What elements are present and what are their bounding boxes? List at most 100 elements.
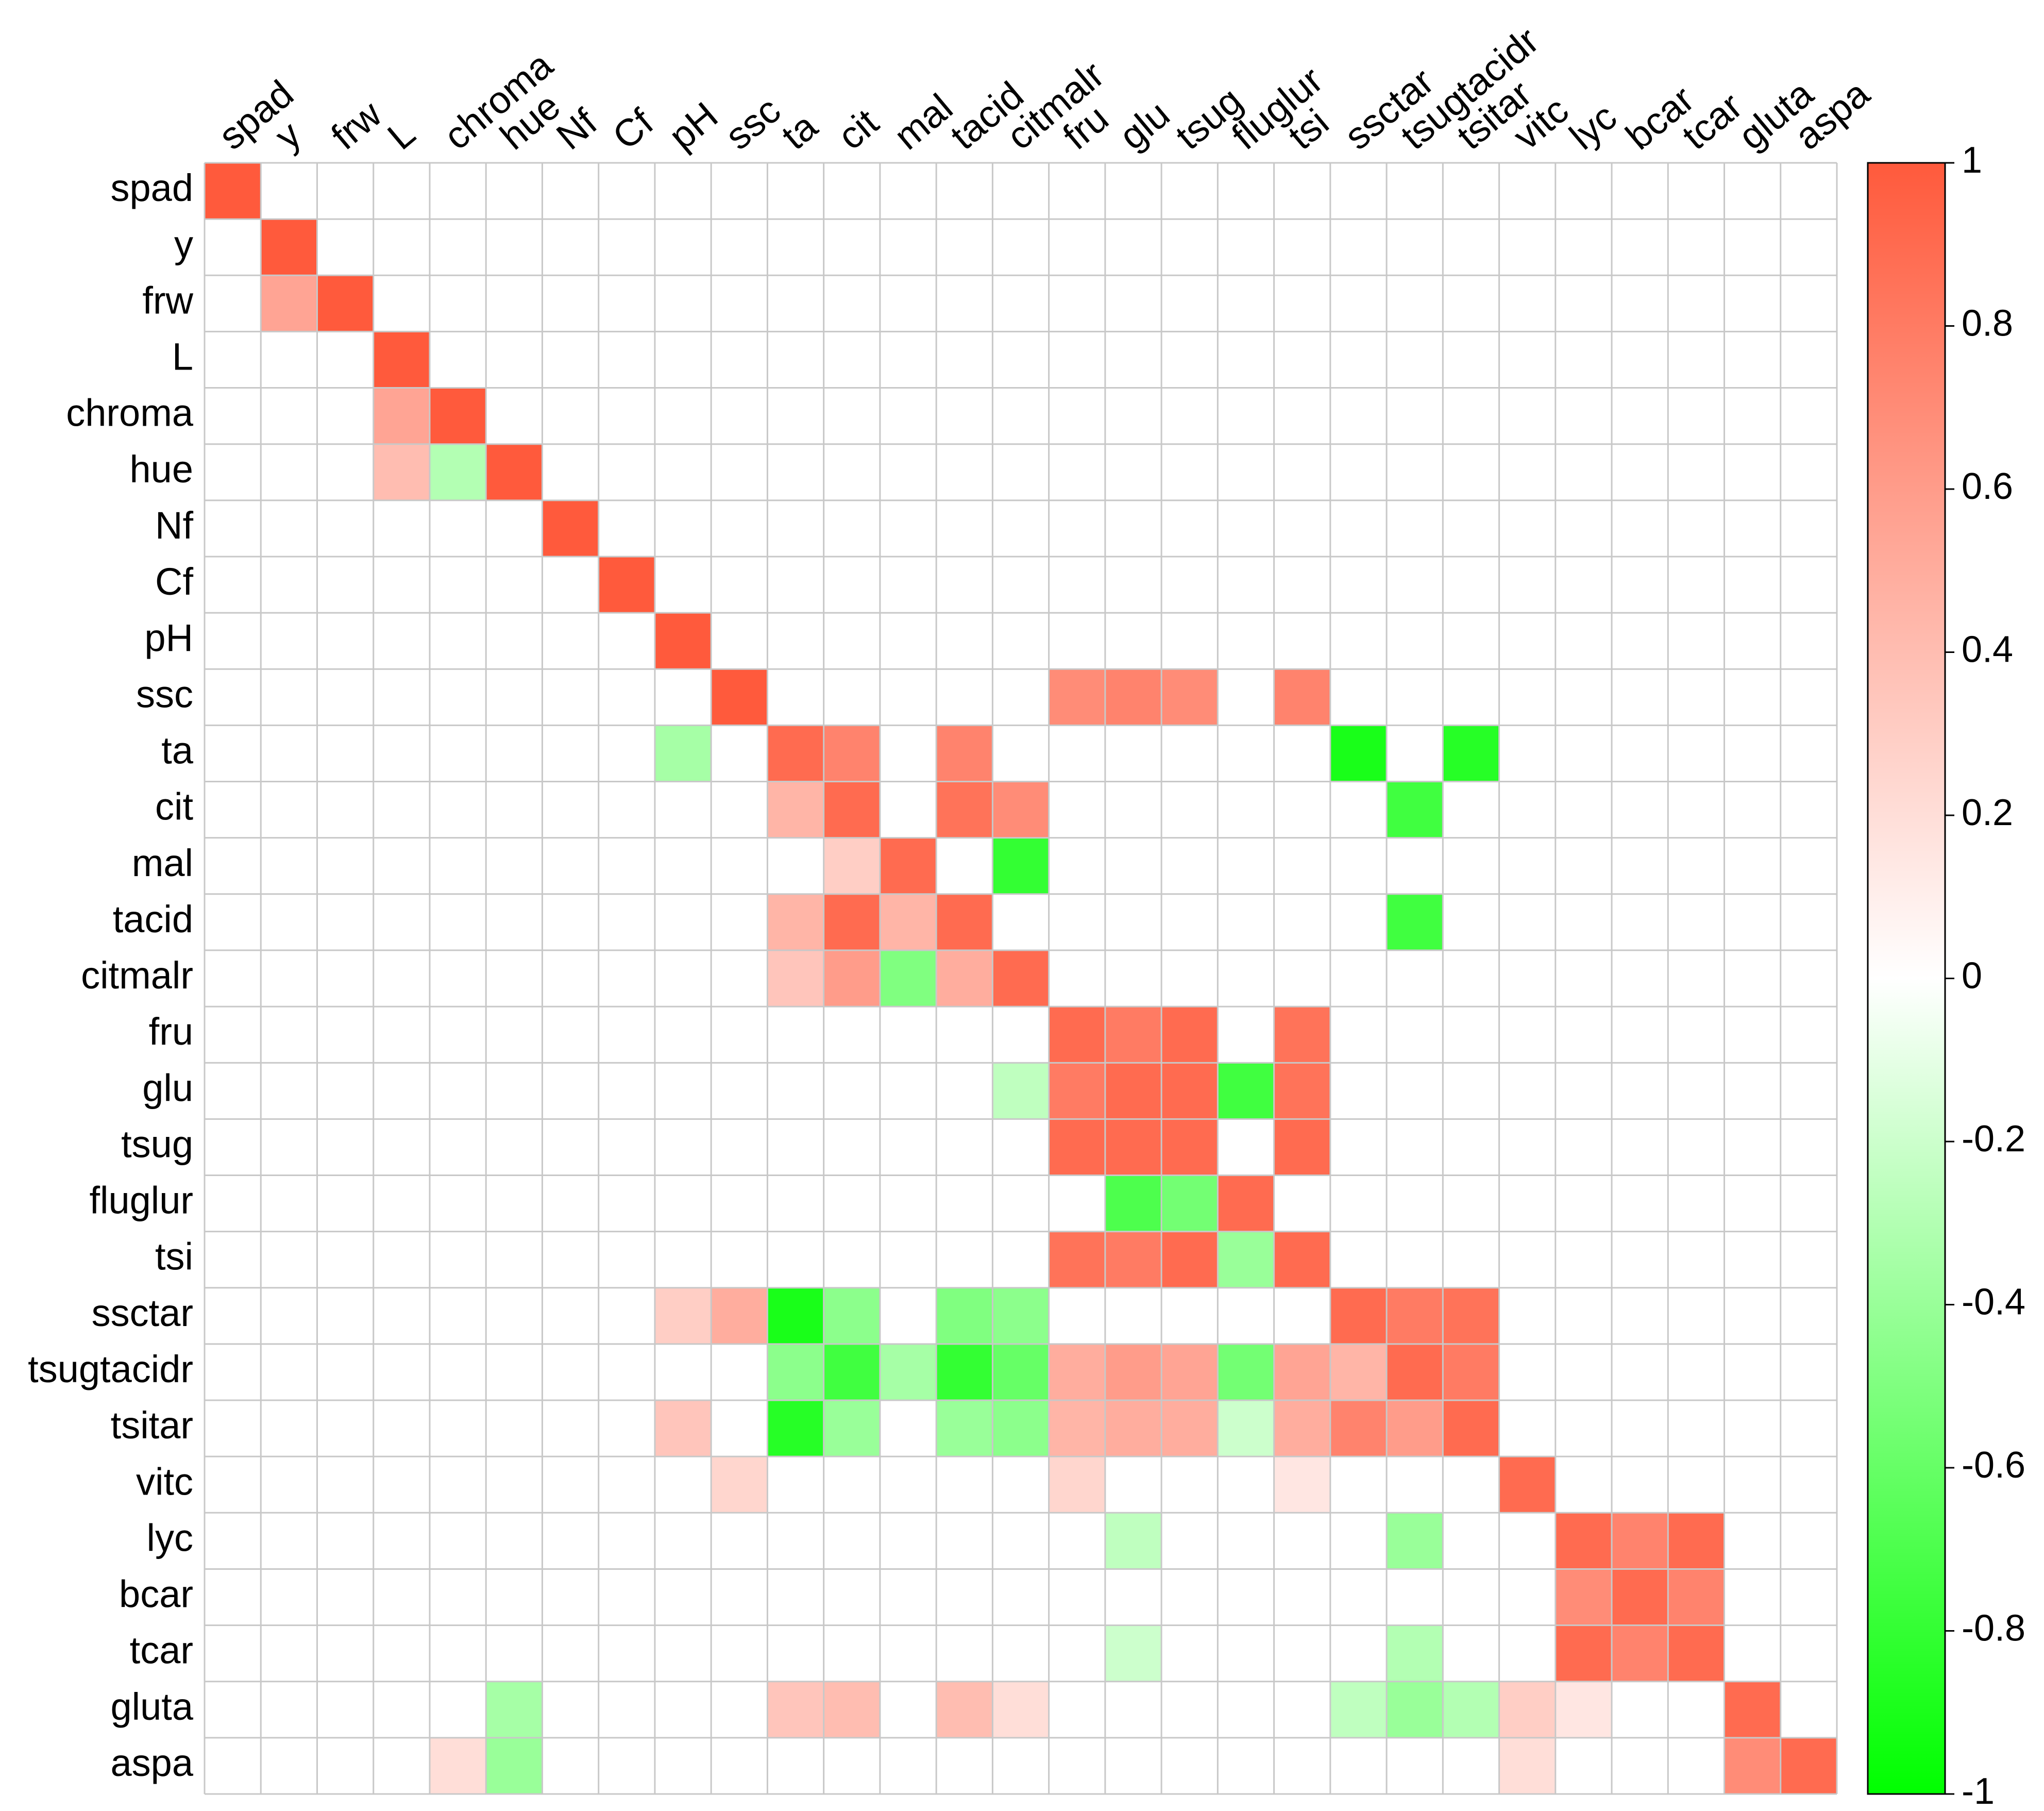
heatmap-cell	[1443, 725, 1499, 782]
colorbar-tick-label: -0.4	[1962, 1282, 2025, 1323]
heatmap-cell	[1555, 1625, 1612, 1682]
heatmap-cell	[992, 781, 1049, 838]
heatmap-cell	[992, 1344, 1049, 1401]
heatmap-cell	[486, 1737, 543, 1794]
heatmap-cell	[1612, 1513, 1668, 1569]
colorbar-tick-label: 0.6	[1962, 466, 2013, 507]
heatmap-cell	[1161, 1063, 1218, 1119]
heatmap-cell	[1387, 894, 1443, 950]
heatmap-cell	[1387, 1344, 1443, 1401]
heatmap-cell	[1161, 1231, 1218, 1288]
heatmap-cell	[1274, 1400, 1330, 1457]
heatmap-cell	[1218, 1344, 1274, 1401]
heatmap-cell	[654, 1400, 712, 1457]
row-label: fluglur	[89, 1179, 193, 1222]
heatmap-cell	[880, 837, 937, 894]
heatmap-cell	[1724, 1737, 1781, 1794]
heatmap-cell	[261, 275, 317, 332]
heatmap-cell	[1387, 1625, 1443, 1682]
heatmap-cell	[1274, 1063, 1330, 1119]
heatmap-cell	[936, 1344, 993, 1401]
heatmap-cell	[1668, 1625, 1725, 1682]
column-label: cit	[830, 100, 886, 158]
heatmap-cell	[992, 1287, 1049, 1344]
heatmap-cell	[1049, 1119, 1105, 1176]
colorbar-tick-label: 0.4	[1962, 629, 2013, 670]
heatmap-cell	[1668, 1569, 1725, 1625]
column-label: ta	[773, 104, 825, 158]
heatmap-cell	[486, 1681, 543, 1738]
heatmap-cell	[1105, 1400, 1162, 1457]
heatmap-cell	[1218, 1231, 1274, 1288]
row-label: ssc	[136, 673, 193, 715]
row-label: pH	[144, 616, 193, 659]
heatmap-cell	[1161, 1400, 1218, 1457]
row-label: frw	[142, 279, 193, 322]
heatmap-cell	[1049, 669, 1105, 726]
heatmap-cell	[936, 1681, 993, 1738]
heatmap-cell	[1105, 669, 1162, 726]
heatmap-cell	[992, 837, 1049, 894]
heatmap-cell	[486, 444, 543, 500]
column-label: y	[267, 113, 309, 158]
heatmap-cell	[823, 1400, 880, 1457]
heatmap-cell	[823, 894, 880, 950]
heatmap-cell	[1049, 1456, 1105, 1513]
heatmap-cell	[823, 781, 880, 838]
heatmap-cell	[1274, 669, 1330, 726]
row-label: cit	[155, 785, 193, 828]
heatmap-cell	[1161, 1007, 1218, 1063]
row-label: tsug	[121, 1122, 193, 1165]
heatmap-cell	[654, 725, 712, 782]
heatmap-cell	[1330, 1681, 1387, 1738]
heatmap-cell	[1330, 1400, 1387, 1457]
heatmap-cell	[823, 837, 880, 894]
heatmap-cell	[1780, 1737, 1837, 1794]
colorbar-tick-label: 0	[1962, 955, 1982, 997]
heatmap-cell	[767, 950, 824, 1007]
heatmap-cell	[1555, 1513, 1612, 1569]
heatmap-cell	[1612, 1625, 1668, 1682]
heatmap-cell	[429, 388, 486, 444]
row-label: citmalr	[81, 954, 193, 997]
row-label: gluta	[111, 1685, 194, 1728]
heatmap-cell	[1105, 1231, 1162, 1288]
heatmap-cell	[373, 444, 430, 500]
heatmap-cell	[1387, 1400, 1443, 1457]
row-label: ssctar	[92, 1292, 193, 1334]
heatmap-cell	[1218, 1175, 1274, 1232]
heatmap-cell	[1105, 1513, 1162, 1569]
heatmap-cell	[767, 1400, 824, 1457]
colorbar-tick-label: 1	[1962, 140, 1982, 181]
heatmap-cell	[823, 1344, 880, 1401]
row-label: tsugtacidr	[28, 1348, 193, 1390]
heatmap-cell	[373, 331, 430, 388]
row-label: Cf	[155, 560, 193, 603]
heatmap-cell	[767, 1681, 824, 1738]
heatmap-cell	[711, 1456, 768, 1513]
row-label: tcar	[130, 1629, 193, 1672]
heatmap-cell	[429, 1737, 486, 1794]
heatmap-cell	[542, 500, 599, 557]
row-label: bcar	[119, 1573, 193, 1616]
heatmap-cell	[767, 1344, 824, 1401]
colorbar	[1867, 162, 1946, 1795]
heatmap-cell	[429, 444, 486, 500]
heatmap-cell	[317, 275, 374, 332]
heatmap-cell	[823, 950, 880, 1007]
heatmap-cell	[880, 894, 937, 950]
row-label: aspa	[111, 1741, 194, 1784]
heatmap-cell	[1218, 1063, 1274, 1119]
colorbar-tick-label: -0.2	[1962, 1118, 2025, 1160]
colorbar-tick-label: 0.2	[1962, 792, 2013, 833]
heatmap-cell	[1387, 1287, 1443, 1344]
heatmap-cell	[711, 669, 768, 726]
row-label: ta	[161, 729, 194, 772]
column-label: pH	[661, 94, 725, 158]
heatmap-cell	[936, 781, 993, 838]
heatmap-cell	[936, 1400, 993, 1457]
heatmap-cell	[1218, 1400, 1274, 1457]
heatmap-cell	[1161, 1344, 1218, 1401]
heatmap-cell	[261, 219, 317, 276]
heatmap-cell	[1499, 1456, 1556, 1513]
